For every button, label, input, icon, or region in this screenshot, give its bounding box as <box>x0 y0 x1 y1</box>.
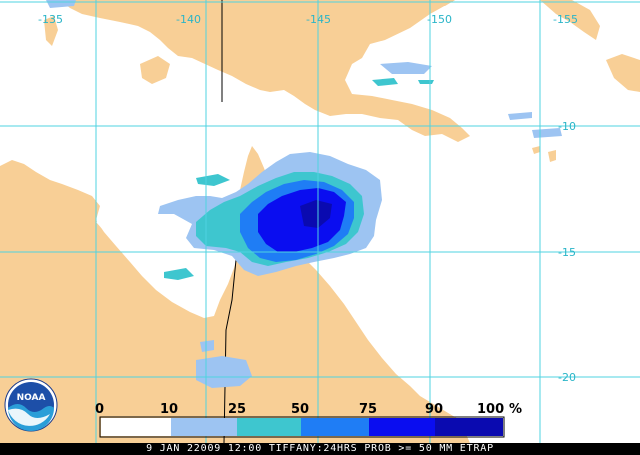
prob-zone-90-100 <box>300 200 332 228</box>
legend-bin-10-25 <box>171 418 237 436</box>
legend-label-percent: % <box>509 402 522 417</box>
legend-label-0: 0 <box>95 402 104 417</box>
prob-patch-9 <box>380 62 432 74</box>
ocean-coral-sea <box>430 300 640 443</box>
land-new-guinea <box>60 0 470 142</box>
legend-bin-90-100 <box>435 418 503 436</box>
noaa-logo-icon: NOAA <box>4 378 58 432</box>
prob-patch-4 <box>418 80 434 84</box>
land-island-3 <box>44 16 58 46</box>
lat-label-10: -10 <box>558 120 576 133</box>
legend-bin-25-50 <box>237 418 301 436</box>
legend-bin-50-75 <box>301 418 369 436</box>
legend-label-10: 10 <box>160 402 178 417</box>
legend-label-90: 90 <box>425 402 443 417</box>
lon-label-150: -150 <box>427 13 452 26</box>
prob-patch-8 <box>508 112 532 120</box>
prob-patch-1 <box>196 174 230 186</box>
land-island-1 <box>606 54 640 92</box>
lon-label-145: -145 <box>306 13 331 26</box>
lat-label-20: -20 <box>558 371 576 384</box>
prob-patch-5 <box>196 356 252 388</box>
legend-label-25: 25 <box>228 402 246 417</box>
lon-label-135: -135 <box>38 13 63 26</box>
land-birds-head <box>140 56 170 84</box>
land-island-5 <box>532 146 540 154</box>
lon-label-140: -140 <box>176 13 201 26</box>
legend-bin-0-10 <box>101 418 171 436</box>
lat-lon-grid <box>0 0 640 443</box>
land-island-4 <box>548 150 556 162</box>
lat-label-15: -15 <box>558 246 576 259</box>
noaa-logo-text: NOAA <box>17 393 46 403</box>
land-new-britain <box>540 0 600 40</box>
prob-patch-3 <box>372 78 398 86</box>
land-australia <box>0 146 470 443</box>
map-caption: 9 JAN 22009 12:00 TIFFANY:24HRS PROB >= … <box>146 443 494 454</box>
caption-bar <box>0 443 640 455</box>
legend-label-75: 75 <box>359 402 377 417</box>
lon-label-155: -155 <box>553 13 578 26</box>
legend-bin-75-90 <box>369 418 435 436</box>
legend-label-100: 100 <box>477 402 504 417</box>
prob-patch-2 <box>164 268 194 280</box>
legend-frame <box>99 416 505 438</box>
prob-patch-6 <box>200 340 214 352</box>
legend: 0 10 25 50 75 90 100 % <box>95 402 522 438</box>
probability-shading <box>46 0 562 388</box>
legend-label-50: 50 <box>291 402 309 417</box>
